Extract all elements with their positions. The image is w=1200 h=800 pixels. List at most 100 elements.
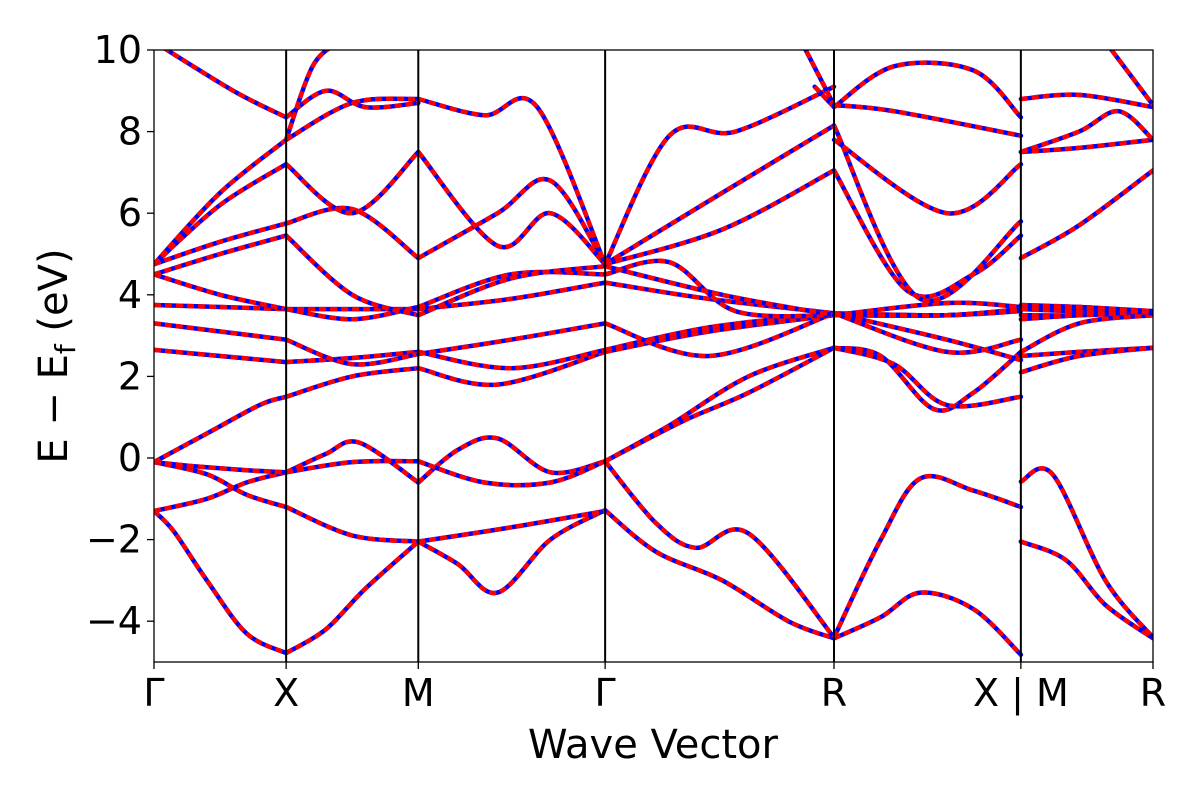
band-10-seg-1-overlay — [283, 205, 421, 261]
band-4-seg-1 — [285, 365, 419, 399]
band-12-seg-4-overlay — [831, 137, 1024, 216]
band-12-seg-1 — [284, 96, 419, 142]
band-11-seg-2 — [416, 150, 607, 266]
band-9-seg-1 — [284, 233, 419, 318]
plot-frame — [153, 49, 1154, 663]
band-11-seg-0-overlay — [154, 161, 289, 267]
y-tick-label-5: 6 — [118, 191, 142, 235]
band-3-seg-5 — [1020, 345, 1153, 375]
band-9-seg-0 — [154, 233, 287, 277]
band-11-seg-1-overlay — [283, 149, 421, 216]
band-10-seg-3 — [604, 168, 836, 267]
band-1-seg-5-overlay — [1018, 466, 1153, 640]
y-axis-title-unit: (eV) — [31, 248, 77, 344]
band-0-seg-3-overlay — [602, 507, 837, 641]
band-0-seg-6-overlay — [1018, 539, 1153, 641]
band-1-seg-3 — [603, 459, 836, 639]
x-tick-label-5: X | M — [973, 671, 1069, 716]
band-5-seg-0 — [154, 347, 287, 365]
y-tick-label-2: 0 — [118, 436, 142, 480]
band-0-seg-6 — [1020, 539, 1153, 641]
band-5-seg-1 — [285, 349, 419, 365]
band-11-seg-1 — [284, 150, 420, 216]
band-6-seg-3 — [604, 311, 835, 359]
band-13-seg-4 — [1020, 108, 1153, 155]
band-1-seg-3-overlay — [602, 459, 837, 640]
band-8-seg-0 — [154, 272, 287, 312]
band-9-seg-1-overlay — [283, 233, 421, 318]
y-tick-label-6: 8 — [118, 110, 142, 154]
band-12-seg-3-overlay — [602, 84, 837, 267]
band-13-seg-0 — [162, 50, 288, 120]
band-8-seg-4 — [833, 300, 1022, 318]
band-8-seg-2 — [417, 269, 606, 310]
band-0-seg-0 — [154, 509, 288, 656]
band-1-seg-4-overlay — [831, 473, 1024, 640]
band-6-seg-4 — [833, 311, 1022, 355]
y-tick-label-1: −2 — [86, 518, 142, 562]
band-6-seg-5 — [1019, 312, 1153, 354]
band-6-seg-2 — [417, 321, 606, 357]
y-tick-label-7: 10 — [94, 28, 142, 72]
x-tick-label-1: X — [273, 671, 299, 715]
band-3-seg-0 — [154, 459, 287, 475]
band-2-seg-4 — [833, 345, 1023, 413]
band-12-seg-2-overlay — [416, 95, 608, 267]
band-0-seg-0-overlay — [154, 508, 289, 656]
y-tick-label-4: 4 — [118, 273, 142, 317]
band-0-seg-4 — [833, 590, 1023, 657]
band-7-seg-2 — [418, 280, 606, 312]
y-axis-title-sub: f — [49, 343, 82, 354]
band-11-seg-5 — [1020, 137, 1153, 155]
band-9-seg-5 — [1020, 304, 1153, 316]
band-9-seg-3 — [604, 264, 835, 318]
y-axis-ticks: −4 −2 0 2 4 6 8 10 — [86, 28, 154, 643]
band-0-seg-2 — [417, 508, 607, 596]
band-1-seg-4 — [831, 473, 1022, 639]
band-0-seg-1 — [284, 539, 420, 655]
band-1-seg-5 — [1019, 466, 1153, 639]
x-axis-ticks: Γ X M Γ R X | M R — [143, 662, 1166, 716]
band-9-seg-2 — [417, 263, 606, 318]
band-10-seg-5 — [1019, 168, 1153, 261]
band-4-seg-1-overlay — [283, 365, 421, 400]
band-6-seg-1 — [285, 337, 419, 367]
band-5-seg-4 — [833, 311, 1022, 363]
band-3-seg-4 — [833, 345, 1022, 409]
band-3-seg-3 — [604, 345, 836, 464]
band-1-seg-0 — [154, 470, 287, 514]
band-12-seg-3 — [603, 84, 835, 266]
x-tick-label-2: M — [402, 671, 435, 715]
x-tick-label-6: R — [1140, 671, 1166, 715]
band-11-seg-4 — [831, 124, 1023, 304]
band-5-seg-2 — [417, 347, 606, 371]
x-tick-label-3: Γ — [595, 671, 616, 715]
band-11-seg-0 — [154, 162, 288, 266]
band-12-seg-5 — [1020, 92, 1153, 110]
band-11-seg-3 — [603, 123, 836, 267]
band-14-seg-0 — [283, 50, 331, 141]
band-14-seg-2-overlay — [831, 102, 1024, 138]
x-tick-label-0: Γ — [143, 671, 164, 715]
band-10-seg-4-overlay — [831, 168, 1024, 299]
band-4-seg-3 — [604, 312, 835, 355]
x-tick-label-4: R — [821, 671, 847, 715]
band-3-seg-2 — [417, 459, 606, 488]
y-tick-label-3: 2 — [118, 354, 142, 398]
band-9-seg-4 — [833, 306, 1022, 318]
band-3-seg-1 — [285, 458, 419, 475]
band-14-seg-2 — [833, 102, 1022, 138]
band-2-seg-2 — [417, 508, 606, 544]
band-7-seg-0 — [154, 302, 287, 312]
band-12-seg-2 — [417, 95, 608, 266]
band-10-seg-0 — [154, 221, 287, 267]
band-6-seg-5-overlay — [1018, 312, 1153, 355]
band-2-seg-1 — [285, 504, 419, 544]
band-11-seg-4-overlay — [831, 123, 1024, 304]
band-13-seg-1 — [284, 88, 419, 120]
y-tick-label-0: −4 — [86, 599, 142, 643]
y-axis-title: E − Ef (eV) — [31, 248, 82, 463]
band-14-seg-1 — [803, 50, 837, 107]
y-axis-title-main: E − E — [31, 354, 77, 464]
